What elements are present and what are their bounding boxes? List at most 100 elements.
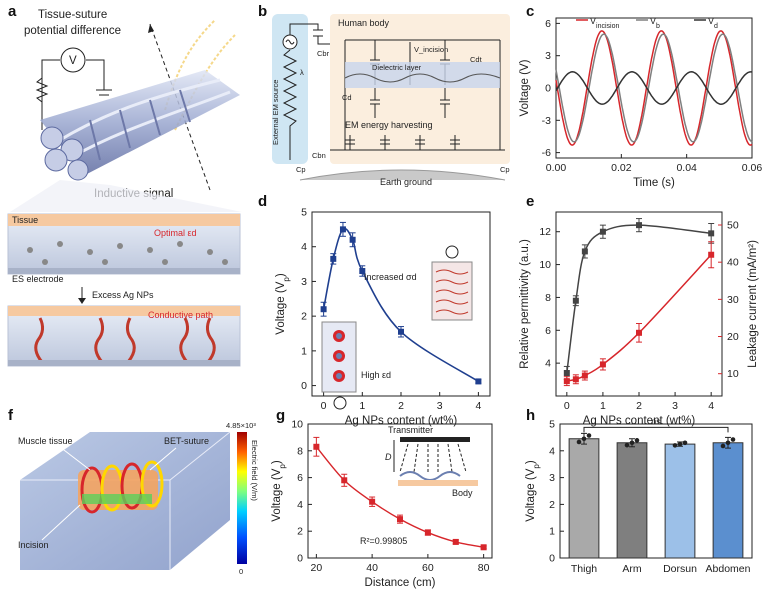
dielectric-label: Dielectric layer	[372, 63, 422, 72]
fit-r2-label: R²=0.99805	[360, 536, 407, 546]
inset-high-epsilon	[321, 321, 357, 410]
body-label: Body	[452, 488, 473, 498]
y2-tick-label: 10	[727, 368, 739, 380]
y-tick-label: 6	[545, 325, 551, 337]
panel-label-e: e	[526, 193, 534, 210]
chart-c: 0.00 0.02 0.04 0.06 -6 -3 0 3 6 Time (s) Voltage (…	[519, 16, 762, 189]
data-point	[452, 538, 459, 545]
data-point	[349, 236, 356, 243]
panel-f: f Muscle tissue BET-suture Incision 4.85…	[8, 407, 259, 576]
suture-field-illustration	[78, 460, 164, 514]
y-tick-label: 3	[545, 50, 551, 62]
series-line	[555, 30, 753, 146]
tissue-layer-2	[8, 306, 240, 316]
data-point	[708, 251, 715, 258]
body-strip	[398, 480, 478, 486]
voltmeter-icon	[60, 47, 86, 73]
y-tick-label: 4	[549, 445, 555, 457]
x-tick-label: 0.02	[611, 162, 632, 174]
pointer-line	[41, 504, 81, 541]
high-eps-label: High εd	[361, 370, 391, 380]
panel-label-g: g	[276, 407, 285, 424]
body-grid	[344, 39, 501, 150]
x-tick-label: 60	[422, 562, 434, 574]
harvest-label: EM energy harvesting	[345, 120, 433, 130]
capacitor-cbr-icon	[313, 29, 323, 37]
panel-label-c: c	[526, 3, 534, 20]
legend-label: Vd	[708, 16, 718, 30]
cd-label: Cd	[342, 93, 352, 102]
data-point	[359, 268, 366, 275]
dipole-particles	[27, 241, 228, 265]
suture-bundle-illustration	[40, 70, 240, 181]
replicate-dot	[725, 440, 731, 446]
meter-icon	[333, 396, 347, 410]
legend-label: Vb	[650, 16, 660, 30]
colorbar-title: Electric field (V/m)	[250, 440, 259, 501]
data-point	[369, 498, 376, 505]
y-tick-label: 2	[549, 499, 555, 511]
data-point	[581, 372, 588, 379]
replicate-dot	[730, 437, 736, 442]
panel-g: g 20 40 60 80 0 2 4 6 8 10 Distance (cm) Voltage (V…	[271, 407, 493, 589]
earth-label: Earth ground	[380, 177, 432, 187]
x-tick-label: 80	[478, 562, 490, 574]
arrowhead-icon	[78, 298, 86, 304]
data-point	[563, 370, 570, 376]
plot-frame	[559, 423, 753, 559]
y-axis-label: Voltage (Vp)	[525, 460, 541, 522]
y-tick-label: -6	[542, 147, 551, 159]
wire	[289, 23, 330, 45]
x-tick-label: 0	[321, 400, 327, 412]
muscle-label: Muscle tissue	[18, 436, 73, 446]
cp2-label: Cp	[500, 165, 510, 174]
source-coil-icon	[282, 49, 298, 160]
data-point	[636, 222, 642, 229]
capacitor-icon	[370, 88, 380, 118]
replicate-dot	[576, 439, 582, 445]
chart-h: 0 1 2 3 4 5 Voltage (Vp) Thigh Arm Dorsun Abdomen n…	[525, 416, 753, 575]
x-tick-label: 0.06	[742, 162, 763, 174]
lambda-label: λ	[300, 68, 304, 77]
x-axis-label: Time (s)	[633, 177, 675, 189]
optimal-label: Optimal εd	[154, 228, 197, 238]
tissue-label: Tissue	[12, 215, 38, 225]
data-point	[636, 329, 642, 336]
signal-direction-line	[149, 23, 211, 191]
panel-label-h: h	[526, 407, 535, 424]
panel-a: a Tissue-suture potential difference V I…	[7, 3, 242, 367]
x-axis-label: Ag NPs content (wt%)	[583, 415, 696, 427]
y-tick-label: 6	[545, 18, 551, 30]
x-tick-label: 0.00	[546, 162, 567, 174]
plot-frame	[555, 211, 723, 397]
cdt-label-top: Cdt	[470, 55, 483, 64]
y-tick-label: 2	[301, 311, 307, 323]
d-label: D	[385, 452, 392, 462]
x-tick-label: 0.04	[676, 162, 697, 174]
conductive-paths	[34, 317, 216, 363]
colorbar-min: 0	[239, 567, 243, 576]
title-line1: Tissue-suture	[38, 9, 107, 21]
y-tick-label: 0	[545, 83, 551, 95]
series-line	[555, 71, 753, 105]
data-point	[581, 248, 588, 255]
earth-ground-shape	[299, 169, 506, 181]
tissue-layer	[8, 214, 240, 226]
panel-label-a: a	[8, 3, 17, 20]
y2-tick-label: 40	[727, 257, 739, 269]
x-category-label: Arm	[622, 563, 642, 575]
capacitor-icon	[96, 89, 112, 96]
transmitter-icon	[400, 437, 470, 442]
y-tick-label: 6	[297, 472, 303, 484]
pointer-line	[149, 447, 177, 471]
incision-label: Incision	[18, 540, 49, 550]
v-incision-label: V_incision	[414, 45, 448, 54]
increased-sigma-label: Increased σd	[364, 272, 417, 282]
suture-wave-icon	[344, 73, 501, 83]
y2-tick-label: 30	[727, 294, 739, 306]
field-lines	[399, 443, 467, 473]
x-tick-label: 1	[359, 400, 365, 412]
